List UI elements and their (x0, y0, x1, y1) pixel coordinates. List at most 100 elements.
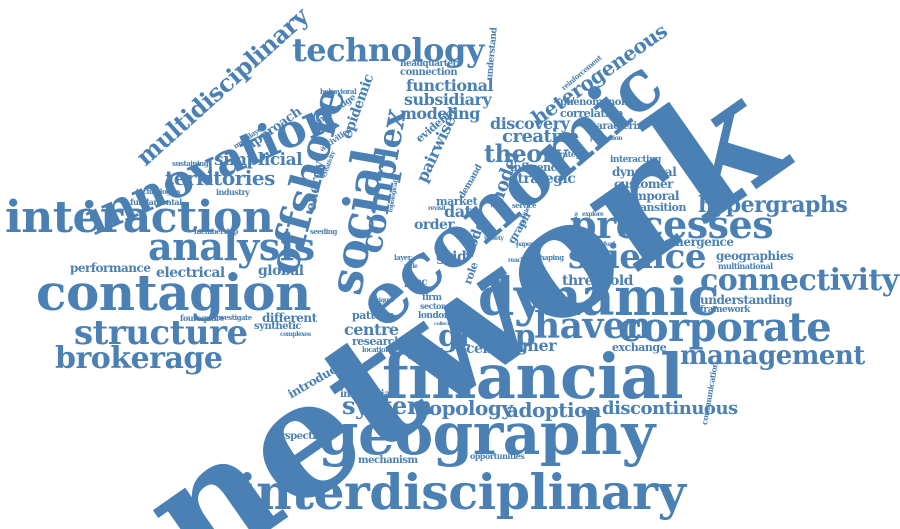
word-complexes: complexes (280, 331, 311, 338)
word-geographies: geographies (716, 249, 794, 263)
word-shaping: shaping (536, 253, 564, 262)
word-functional: functional (406, 76, 494, 95)
word-location: location (362, 345, 390, 354)
word-interacting: interacting (610, 155, 661, 165)
word-fundamental: fundamental (130, 197, 182, 207)
word-order: order (414, 217, 455, 233)
word-membership: membership (194, 227, 238, 236)
word-empirical: empirical (414, 353, 442, 360)
word-adoption: adoption (506, 398, 601, 422)
word-revisit: revisit (428, 205, 446, 212)
word-topology: topology (420, 396, 513, 420)
word-temporal: temporal (622, 189, 679, 203)
word-headquarter: headquarter (400, 59, 457, 69)
word-system: system (342, 391, 432, 420)
word-explore: explore (582, 211, 604, 218)
word-layer: layer (394, 253, 411, 262)
word-investigate: investigate (214, 313, 252, 322)
word-interaction: interaction (5, 192, 274, 243)
word-emergence: emergence (664, 235, 734, 249)
word-analysis: analysis (148, 224, 315, 269)
word-management: management (680, 341, 865, 371)
word-research: research (352, 335, 402, 348)
word-variety: variety (484, 235, 504, 242)
word-creative: creative (502, 126, 579, 147)
word-wide: wide (404, 263, 418, 270)
word-synthetic: synthetic (254, 321, 301, 332)
word-exchange: exchange (612, 341, 667, 354)
word-grid: grid (436, 249, 467, 265)
word-data: data (444, 202, 482, 221)
word-dynamical: dynamical (612, 165, 677, 179)
word-production: production (590, 135, 622, 142)
word-project: project (446, 309, 475, 319)
word-understanding: understanding (700, 293, 793, 307)
word-strategic: strategic (510, 171, 576, 187)
word-processes: processes (570, 202, 774, 247)
word-haven: haven (534, 305, 652, 347)
word-discontinuous: discontinuous (602, 398, 738, 419)
word-multinational: multinational (718, 261, 773, 271)
word-threshold: threshold (562, 273, 633, 289)
word-characterize: characterize (584, 121, 648, 132)
word-transition: transition (630, 201, 686, 214)
word-simplicial: simplicial (214, 150, 303, 170)
word-modeling: modeling (400, 104, 480, 123)
word-trigger: trigger (374, 297, 395, 304)
word-seeding: seeding (310, 227, 337, 236)
word-correlation: correlation (560, 107, 624, 120)
word-market: market (436, 195, 478, 208)
word-understand: understand (485, 27, 500, 81)
word-pattern: pattern (352, 309, 395, 322)
word-center: center (466, 341, 514, 357)
word-geography: geography (318, 400, 655, 468)
word-sustaining: sustaining (172, 159, 209, 168)
word-opportunities: opportunities (470, 451, 525, 461)
word-technology: technology (292, 31, 484, 69)
word-behavioral: behavioral (320, 87, 357, 96)
word-global: global (258, 263, 304, 279)
word-electrical: electrical (156, 265, 225, 281)
word-framework: framework (700, 305, 750, 315)
word-influence: influence (510, 161, 564, 174)
word-financial: financial (382, 340, 684, 413)
word-industry: industry (216, 187, 250, 197)
word-paper: paper (516, 241, 533, 248)
word-higher: higher (500, 336, 557, 355)
word-discovery: discovery (490, 114, 570, 133)
word-connectivity: connectivity (700, 263, 899, 298)
word-influential: influential (340, 389, 394, 400)
word-group: group (438, 319, 536, 354)
word-corporate: corporate (618, 304, 832, 351)
word-reach: reach (508, 257, 525, 264)
word-technologies: technologies (136, 187, 181, 196)
word-centre: centre (344, 320, 399, 339)
word-subsidiary: subsidiary (404, 90, 492, 109)
word-london: london (418, 311, 450, 321)
word-contagion: contagion (36, 263, 311, 322)
word-foursquare: foursquare (180, 313, 225, 323)
word-brokerage: brokerage (55, 341, 223, 376)
word-structure: structure (74, 313, 248, 353)
word-science: science (568, 237, 706, 277)
word-customer: customer (614, 177, 674, 191)
word-sector: sector (420, 301, 445, 311)
word-service: service (512, 201, 537, 210)
word-perspective: perspective (268, 431, 327, 442)
word-phenomenon: phenomenon (560, 97, 628, 108)
word-firm: firm (422, 293, 442, 303)
word-connection: connection (400, 67, 458, 78)
word-dynamic: dynamic (478, 267, 720, 328)
word-collective: collective (434, 321, 456, 327)
word-proc: proc (404, 277, 428, 288)
word-performance: performance (70, 261, 151, 275)
word-mechanism: mechanism (358, 455, 418, 466)
word-theory: theory (484, 139, 568, 168)
word-interdisciplinary: interdisciplinary (238, 463, 686, 521)
word-territories: territories (165, 166, 275, 190)
word-strategies: strategies (552, 149, 592, 159)
word-individual: individual (586, 241, 615, 248)
word-hypergraphs: hypergraphs (698, 192, 848, 218)
word-different: different (262, 311, 317, 325)
